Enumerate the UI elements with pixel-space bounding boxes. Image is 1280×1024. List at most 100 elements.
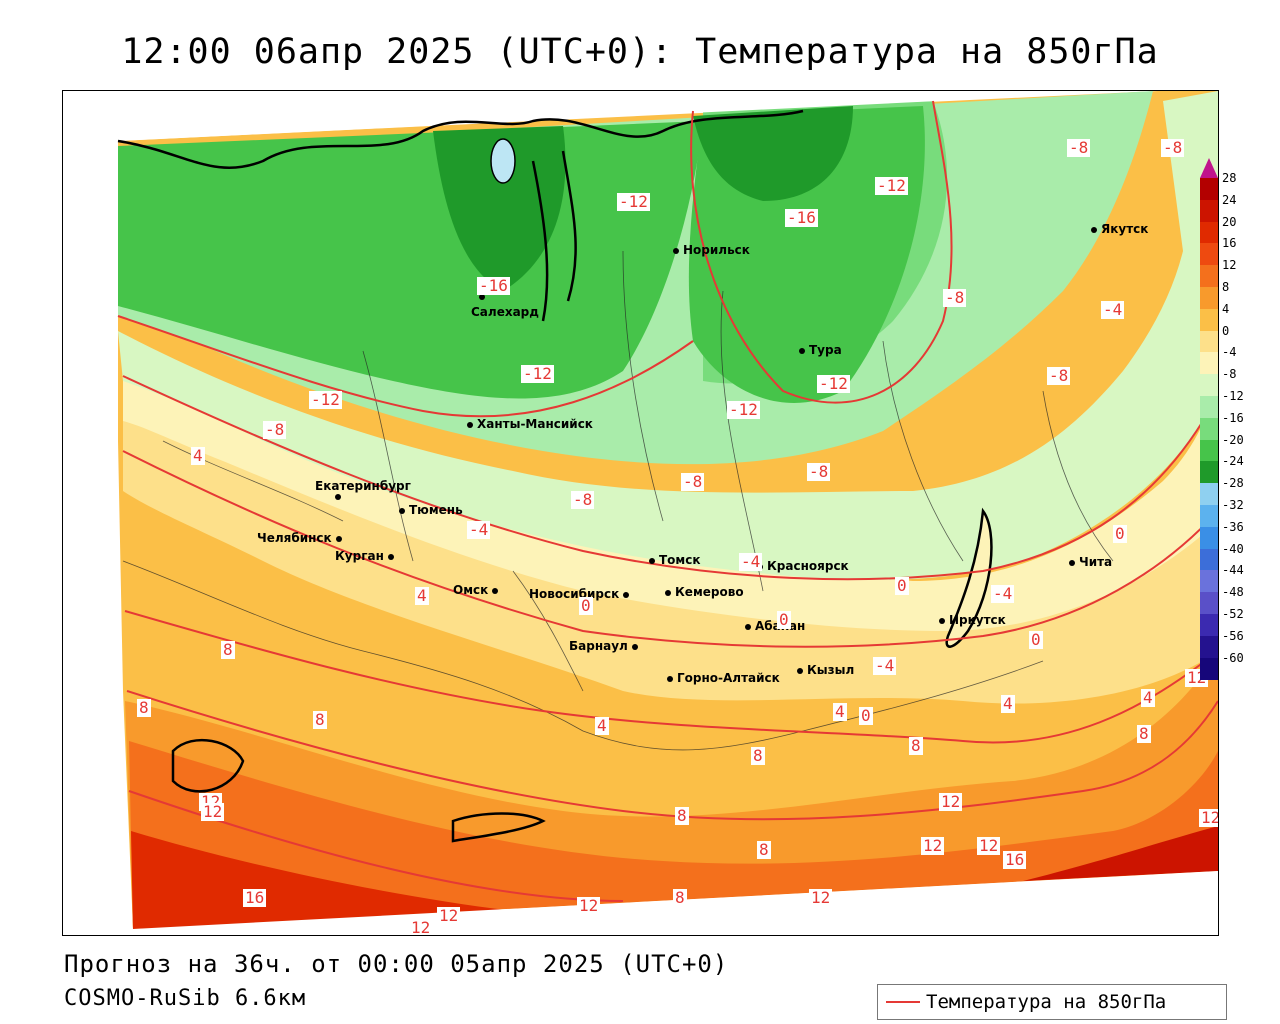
scale-label: -8 [1222, 367, 1237, 382]
city-tura: Тура [799, 343, 842, 357]
scale-cell [1200, 287, 1218, 310]
scale-cell [1200, 221, 1218, 244]
scale-cell [1200, 352, 1218, 375]
page-title: 12:00 06апр 2025 (UTC+0): Температура на… [121, 32, 1159, 72]
scale-cell [1200, 635, 1218, 659]
isotherm-label: 12 [577, 896, 601, 915]
scale-label: 4 [1222, 301, 1230, 316]
isotherm-label: -8 [571, 490, 595, 509]
scale-cell [1200, 396, 1218, 419]
isotherm-label: 12 [409, 918, 433, 936]
scale-label: -56 [1222, 628, 1244, 643]
city-yekaterinburg [335, 489, 345, 503]
legend-key-label: Температура на 850гПа [926, 991, 1167, 1013]
city-kemerovo: Кемерово [665, 585, 744, 599]
city-novosibirsk: Новосибирск [529, 587, 633, 601]
isotherm-label: 4 [415, 586, 429, 605]
scale-cell [1200, 199, 1218, 223]
city-marker [623, 591, 630, 598]
scale-label: -52 [1222, 607, 1244, 621]
field-m4tom8 [118, 91, 1218, 580]
isotherm-label: 16 [243, 888, 267, 907]
isotherm-label: 8 [751, 746, 765, 765]
city-irkutsk: Иркутск [939, 613, 1006, 627]
isotherm-label: 8 [221, 640, 235, 659]
isotherm-label: -8 [681, 472, 705, 491]
scale-label: -40 [1222, 541, 1244, 556]
field-m16tom20 [433, 126, 566, 291]
scale-cell [1200, 657, 1218, 680]
isotherm-label: 12 [1199, 809, 1218, 827]
isotherm-label: -8 [263, 420, 287, 439]
scale-label: -24 [1222, 454, 1244, 469]
isotherm-label: -12 [817, 374, 850, 393]
scale-label: 8 [1222, 280, 1230, 294]
isotherm-label: 0 [1113, 524, 1127, 543]
city-marker [673, 247, 679, 254]
scale-label: -32 [1222, 498, 1244, 512]
isotherm-label: 8 [313, 710, 327, 729]
city-omsk: Омск [453, 583, 502, 597]
isotherm-label: 12 [977, 836, 1001, 855]
scale-label: -60 [1222, 650, 1244, 665]
city-marker [467, 421, 473, 428]
scale-label: -28 [1222, 476, 1244, 491]
isotherm-label: -4 [739, 552, 763, 571]
city-tomsk: Томск [649, 553, 701, 567]
city-marker [745, 623, 751, 630]
map-fields [63, 91, 1218, 935]
isotherm-label: 12 [809, 888, 833, 907]
scale-label: -36 [1222, 519, 1244, 534]
city-krasnoyarsk: Красноярск [757, 559, 849, 573]
ob-gulf [531, 150, 577, 322]
isotherm-label: 12 [201, 802, 225, 821]
city-kyzyl: Кызыл [797, 663, 854, 677]
isotherm-label: -4 [873, 656, 897, 675]
city-abakan: Абакан [745, 619, 805, 633]
scale-cell [1200, 330, 1218, 353]
scale-cell [1200, 505, 1218, 528]
isotherm-label: 8 [1137, 724, 1151, 743]
isotherm-label: 4 [833, 702, 847, 721]
scale-label: -16 [1222, 410, 1244, 425]
isotherm-lines [117, 100, 1218, 902]
legend-key: Температура на 850гПа [877, 984, 1227, 1020]
city-marker [797, 667, 803, 674]
city-tyumen: Тюмень [399, 503, 463, 517]
isotherm-label: 12 [939, 792, 963, 811]
city-marker [335, 493, 341, 500]
balkhash-lake [451, 812, 546, 843]
isotherm-label: 8 [137, 698, 151, 717]
scale-cell [1200, 614, 1218, 637]
scale-cell [1200, 265, 1218, 288]
isotherm-label: -12 [309, 390, 342, 409]
forecast-info: Прогноз на 36ч. от 00:00 05апр 2025 (UTC… [64, 950, 729, 978]
model-name: COSMO-RuSib 6.6км [64, 986, 307, 1011]
scale-label: -48 [1222, 585, 1244, 600]
field-12to16 [129, 741, 1218, 929]
isotherm-label: 8 [757, 840, 771, 859]
isotherm-label: -8 [1047, 366, 1071, 385]
scale-label: 12 [1222, 258, 1237, 273]
isotherm-label: -4 [1101, 300, 1125, 319]
scale-cell [1200, 461, 1218, 484]
scale-cell [1200, 570, 1218, 593]
isotherm-label: -16 [785, 208, 818, 227]
city-marker [1069, 559, 1075, 566]
temperature-map: Норильск Якутск Салехард Тура Ханты-Манс… [62, 90, 1219, 936]
scale-label: 28 [1222, 171, 1237, 185]
city-marker [665, 589, 671, 596]
city-khanty-mansiysk: Ханты-Мансийск [467, 417, 593, 431]
isotherm-label: 0 [895, 576, 909, 595]
city-norilsk: Норильск [673, 243, 750, 257]
scale-cell [1200, 178, 1218, 201]
city-marker [667, 675, 673, 682]
isotherm-label: -12 [521, 364, 554, 383]
isotherm-label: -12 [875, 176, 908, 195]
isotherm-label: -8 [943, 288, 967, 307]
city-kurgan: Курган [335, 549, 398, 563]
scale-label: -20 [1222, 432, 1244, 447]
isotherm-label: 8 [909, 736, 923, 755]
city-gorno-altaysk: Горно-Алтайск [667, 671, 780, 685]
scale-cell [1200, 592, 1218, 615]
